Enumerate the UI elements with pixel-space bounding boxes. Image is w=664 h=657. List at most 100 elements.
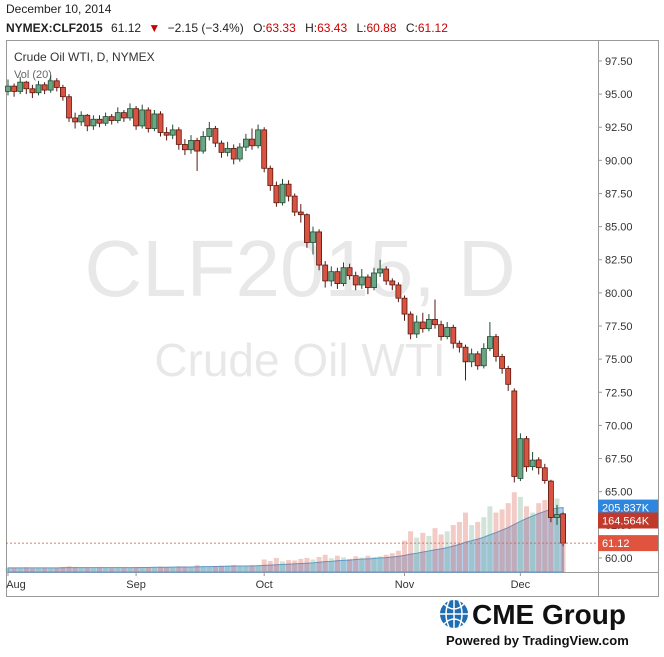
volume-bar [72, 567, 78, 572]
volume-bar [469, 525, 475, 572]
candle-body [505, 368, 512, 385]
candle-body [401, 297, 408, 315]
volume-bar [90, 568, 96, 572]
candle-body [78, 114, 85, 123]
candle-body [72, 117, 78, 123]
volume-bar [151, 567, 157, 572]
y-tick-label: 77.50 [605, 321, 633, 333]
volume-bar [408, 531, 414, 572]
candle-body [163, 132, 170, 136]
volume-bar [164, 566, 170, 572]
volume-bar [225, 565, 231, 572]
candle-body [548, 480, 554, 518]
volume-bar [158, 566, 163, 572]
volume-bar [127, 567, 133, 572]
volume-tag-bg [598, 512, 658, 529]
volume-bar [420, 532, 426, 572]
candle-body [383, 268, 390, 282]
low-label: L: [356, 21, 366, 35]
volume-bar [414, 537, 420, 572]
y-tick-label: 70.00 [605, 420, 633, 432]
volume-bar [493, 512, 499, 572]
candle-body [261, 129, 268, 169]
volume-bar [194, 565, 200, 572]
volume-bar [60, 566, 66, 572]
volume-bar [548, 493, 554, 572]
volume-bar [536, 503, 542, 572]
y-tick-label: 85.00 [605, 222, 633, 234]
volume-bar [84, 567, 90, 572]
candle-body [328, 271, 335, 282]
volume-bar [499, 509, 505, 572]
candle-body [425, 318, 432, 330]
volume-bar [48, 567, 54, 572]
volume-ma-area [7, 507, 564, 573]
candle-body [444, 326, 451, 338]
candle-body [554, 514, 560, 518]
candle-body [297, 211, 304, 216]
candle-body [310, 231, 316, 243]
y-tick-label: 72.50 [605, 387, 633, 399]
candle-body [206, 128, 213, 137]
y-tick-label: 60.00 [605, 553, 633, 565]
candle-body [493, 336, 499, 357]
candle-body [114, 112, 121, 121]
volume-bar [200, 566, 206, 572]
volume-bar [377, 556, 383, 572]
candle-body [35, 84, 42, 94]
candle-body [541, 467, 548, 481]
candle-body [413, 321, 420, 335]
volume-ma-tag-bg [598, 499, 658, 516]
powered-by: Powered by TradingView.com [446, 633, 629, 648]
volume-bar [267, 561, 273, 572]
volume-bar [310, 559, 316, 572]
candle-body [108, 116, 115, 121]
candle-body [60, 87, 66, 98]
volume-bar [188, 566, 194, 572]
volume-bar [29, 568, 35, 572]
candle-body [279, 183, 286, 204]
volume-bar [530, 512, 536, 572]
candle-body [474, 353, 481, 367]
volume-bar [554, 498, 560, 572]
candle-body [560, 513, 566, 544]
candle-body [5, 85, 11, 92]
candle-body [181, 144, 188, 151]
volume-ma-tag: 205.837K [602, 503, 650, 515]
candle-body [90, 118, 97, 127]
candle-body [535, 459, 542, 469]
candle-body [66, 96, 72, 119]
volume-bar [97, 567, 102, 572]
change: −2.15 (−3.4%) [168, 21, 244, 35]
x-tick-label: Oct [256, 579, 273, 591]
candle-body [517, 438, 524, 479]
volume-bar [395, 550, 401, 572]
candle-body [224, 148, 231, 153]
y-tick-label: 87.50 [605, 188, 633, 200]
high-value: 63.43 [317, 21, 347, 35]
volume-bar [389, 553, 395, 572]
candle-body [267, 167, 274, 186]
close-value: 61.12 [418, 21, 448, 35]
volume-bar [17, 567, 23, 572]
candle-body [200, 136, 207, 152]
candle-body [364, 276, 371, 288]
volume-bar [11, 567, 17, 572]
candle-body [334, 271, 341, 285]
candle-body [291, 195, 298, 213]
plot: 60.0062.5065.0067.5070.0072.5075.0077.50… [5, 56, 658, 591]
volume-bar [115, 567, 121, 572]
candle-body [169, 129, 176, 136]
x-tick-label: Sep [126, 579, 146, 591]
volume-bar [328, 558, 334, 572]
candle-body [17, 81, 24, 92]
volume-bar [444, 531, 450, 572]
candle-body [529, 459, 536, 467]
volume-bar [505, 503, 511, 572]
volume-bar [66, 566, 72, 572]
candle-body [84, 114, 91, 127]
volume-bar [402, 540, 407, 572]
series-title: Crude Oil WTI, D, NYMEX [14, 50, 155, 64]
candle-body [432, 318, 438, 326]
